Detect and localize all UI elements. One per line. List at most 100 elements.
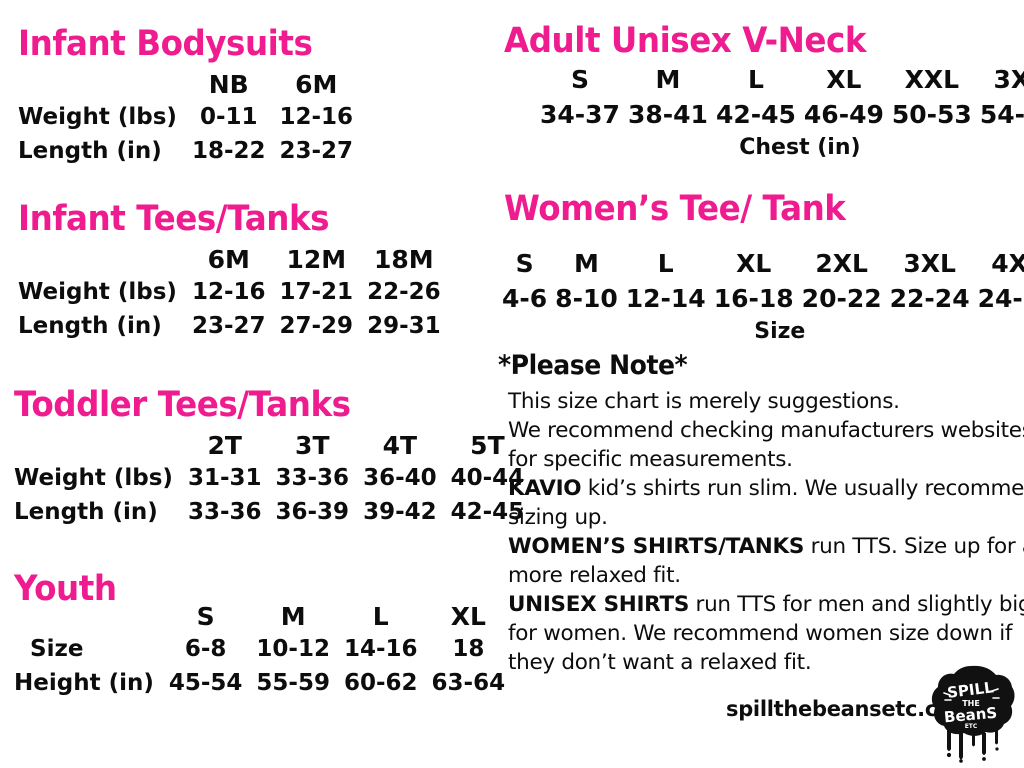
size-header: S [570,64,589,94]
section-youth: Youth [14,572,124,607]
note-line: This size chart is merely suggestions. [508,387,1024,416]
section-title-adult-unisex-v-neck: Adult Unisex V-Neck [504,21,867,61]
table-infant-bodysuits: NB 6M Weight (lbs) 0-11 12-16 Length (in… [18,68,360,168]
table-cell: 22-24 [889,283,970,313]
table-header-row: S M L XL 2XL 3XL 4XL [498,246,1024,280]
note-line-text: kid’s shirts run slim. We usually recomm… [581,476,1024,501]
table-row: Length (in) 33-36 36-39 39-42 42-45 [14,495,531,529]
table-cell: 42-45 [450,499,525,525]
table-cell: 50-53 [891,99,972,129]
table-row: 34-37 38-41 42-45 46-49 50-53 54-57 [536,96,1024,132]
table-cell: 39-42 [363,499,437,525]
table-cell: 31-31 [187,465,262,491]
table-row: Weight (lbs) 31-31 33-36 36-40 40-44 [14,461,531,495]
section-title-youth: Youth [14,569,117,609]
note-line: they don’t want a relaxed fit. [508,648,1024,677]
table-cell: 29-31 [367,313,441,339]
table-row: 4-6 8-10 12-14 16-18 20-22 22-24 24-26 [498,280,1024,316]
size-header: 3T [295,430,330,460]
website-url[interactable]: spillthebeansetc.com [726,697,973,721]
size-header: L [747,64,764,94]
table-cell: 6-8 [184,636,227,662]
table-cell: 40-44 [450,465,525,491]
table-caption-row: Chest (in) [536,132,1024,162]
table-adult-unisex-v-neck: S M L XL XXL 3XL 34-37 38-41 42-45 46-49… [536,62,1024,162]
note-line: WOMEN’S SHIRTS/TANKS run TTS. Size up fo… [508,532,1024,561]
table-cell: 4-6 [502,283,548,313]
table-header-row: NB 6M [18,68,360,100]
table-cell: 45-54 [168,670,243,696]
row-label: Size [30,636,84,662]
size-header: L [372,601,389,631]
header-spacer [18,68,185,100]
please-note-heading: *Please Note* [498,350,688,381]
note-line-lead: UNISEX SHIRTS [508,592,690,617]
row-label: Length (in) [18,138,162,164]
size-header: 3XL [903,248,956,278]
table-cell: 16-18 [713,283,794,313]
table-cell: 55-59 [256,670,330,696]
table-cell: 0-11 [199,104,258,130]
table-row: Length (in) 23-27 27-29 29-31 [18,309,448,343]
left-column: Infant Bodysuits NB 6M Weight (lbs) 0-11… [0,0,524,768]
please-note-block: *Please Note* This size chart is merely … [498,352,1024,677]
table-cell: 33-36 [275,465,350,491]
section-title-infant-bodysuits: Infant Bodysuits [18,24,313,64]
table-cell: 12-16 [279,104,354,130]
size-header: 6M [295,69,338,99]
header-spacer [14,600,162,632]
please-note-text: This size chart is merely suggestions. W… [508,387,1024,677]
note-line-text: for women. We recommend women size down … [508,621,1013,646]
table-cell: 38-41 [627,99,708,129]
table-cell: 54-57 [979,99,1024,129]
note-line-text: run TTS. Size up for a [804,534,1024,559]
size-header: XL [826,64,862,94]
row-label: Weight (lbs) [18,279,177,305]
size-header: 3XL [993,64,1024,94]
section-womens-tee-tank: Women’s Tee/ Tank [504,192,871,227]
table-cell: 18-22 [191,138,266,164]
table-cell: 20-22 [801,283,882,313]
note-line: for specific measurements. [508,445,1024,474]
note-line-text: run TTS for men and slightly big [689,592,1024,617]
table-cell: 36-40 [363,465,437,491]
spill-the-beans-logo-icon: SPILL THE BeanS ETC [931,665,1015,763]
size-header: XL [736,248,772,278]
table-header-row: 6M 12M 18M [18,243,448,275]
table-cell: 36-39 [275,499,350,525]
table-cell: 12-14 [625,283,706,313]
table-cell: 23-27 [279,138,354,164]
table-cell: 14-16 [343,636,418,662]
note-line-text: for specific measurements. [508,447,793,472]
note-line-lead: WOMEN’S SHIRTS/TANKS [508,534,805,559]
table-cell: 10-12 [256,636,330,662]
size-header: 2T [207,430,242,460]
table-row: Length (in) 18-22 23-27 [18,134,360,168]
size-header: 6M [207,244,250,274]
size-header: NB [208,69,249,99]
size-header: 4XL [991,248,1024,278]
table-toddler-tees-tanks: 2T 3T 4T 5T Weight (lbs) 31-31 33-36 36-… [14,429,531,529]
brand-logo: SPILL THE BeanS ETC [925,663,1017,763]
row-label: Length (in) [18,313,162,339]
table-cell: 17-21 [279,279,354,305]
table-cell: 63-64 [431,670,506,696]
right-column: Adult Unisex V-Neck S M L XL XXL 3XL 34-… [490,0,1024,768]
size-header: 2XL [815,248,868,278]
table-youth: S M L XL Size 6-8 10-12 14-16 18 Height … [14,600,512,700]
size-header: M [655,64,681,94]
size-header: 12M [286,244,347,274]
note-line-text: more relaxed fit. [508,563,681,588]
note-line: more relaxed fit. [508,561,1024,590]
table-cell: 60-62 [343,670,418,696]
section-infant-tees-tanks: Infant Tees/Tanks 6M 12M 18M Weight (lbs… [18,202,448,343]
section-title-infant-tees-tanks: Infant Tees/Tanks [18,199,330,239]
table-row: Weight (lbs) 12-16 17-21 22-26 [18,275,448,309]
table-cell: 18 [452,636,485,662]
table-header-row: S M L XL [14,600,512,632]
table-header-row: S M L XL XXL 3XL [536,62,1024,96]
logo-line-1: SPILL [946,678,995,702]
table-caption-row: Size [498,316,1024,346]
row-label: Height (in) [14,670,154,696]
section-title-toddler-tees-tanks: Toddler Tees/Tanks [14,385,351,425]
